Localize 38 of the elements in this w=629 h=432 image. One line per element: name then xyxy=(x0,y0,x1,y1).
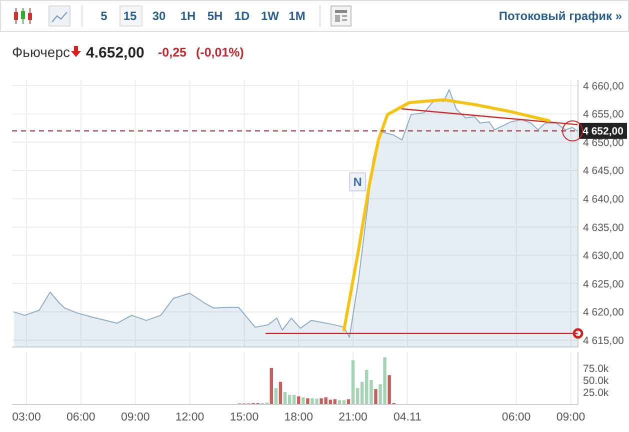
chart-subtitle: 4.652,00 xyxy=(86,44,144,62)
y-tick-label: 4 645,00 xyxy=(583,165,624,178)
chart-title: Фьючерс xyxy=(12,44,70,60)
x-tick-label: 04.11 xyxy=(394,412,422,424)
text: 30 xyxy=(152,9,166,24)
y-tick-label: 4 620,00 xyxy=(583,306,624,319)
x-tick-label: 12:00 xyxy=(175,412,204,424)
y-tick-label: 50.0k xyxy=(583,375,610,388)
text: -0,25 xyxy=(158,45,187,60)
text: 15 xyxy=(123,9,137,24)
x-tick-label: 06:00 xyxy=(502,412,531,424)
text: 1H xyxy=(180,9,196,24)
y-tick-label: 75.0k xyxy=(583,363,610,376)
text: 1D xyxy=(234,9,250,24)
x-tick-label: 15:00 xyxy=(230,412,259,424)
x-tick-label: 09:00 xyxy=(120,412,150,424)
x-tick-label: 09:00 xyxy=(556,412,586,424)
x-tick-label: 06:00 xyxy=(66,412,96,424)
y-tick-label: 25.0k xyxy=(583,387,610,400)
annotation: N xyxy=(353,175,362,190)
x-tick-label: 18:00 xyxy=(284,412,314,424)
y-tick-label: 4 640,00 xyxy=(583,193,624,206)
ref-line-label: 4 652,00 xyxy=(582,126,624,138)
text: 5H xyxy=(207,9,223,24)
text: 1W xyxy=(261,9,280,24)
x-tick-label: 03:00 xyxy=(12,412,41,424)
y-tick-label: 4 660,00 xyxy=(583,80,624,92)
text: 1M xyxy=(288,9,306,24)
y-tick-label: 4 625,00 xyxy=(583,278,624,290)
y-tick-label: 4 650,00 xyxy=(583,136,624,149)
y-tick-label: 4 630,00 xyxy=(583,250,624,262)
text: Потоковый график » xyxy=(498,9,622,24)
y-tick-label: 4 655,00 xyxy=(583,108,624,121)
text: 5 xyxy=(100,9,108,24)
text: (-0,01%) xyxy=(196,45,244,60)
x-tick-label: 21:00 xyxy=(338,412,368,424)
y-tick-label: 4 635,00 xyxy=(583,222,624,234)
y-tick-label: 4 615,00 xyxy=(583,334,624,347)
